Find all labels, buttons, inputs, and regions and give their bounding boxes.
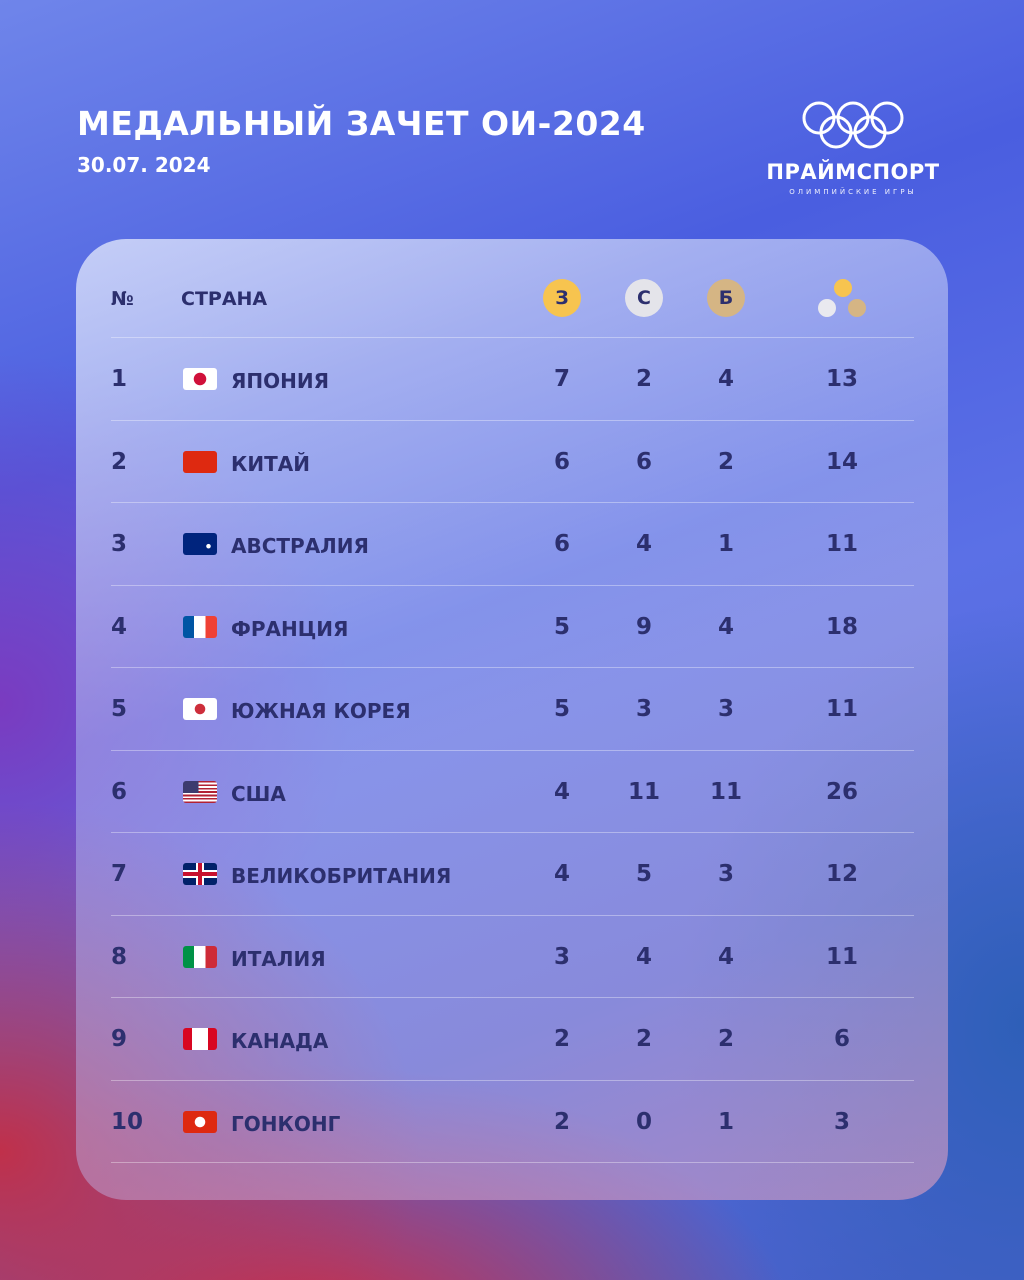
bronze-count: 4 — [717, 613, 734, 640]
rank: 8 — [111, 943, 128, 970]
country-name: КАНАДА — [231, 1029, 329, 1053]
flag-icon — [183, 615, 217, 638]
table-row: 2 КИТАЙ 6 6 2 14 — [111, 419, 914, 503]
bronze-count: 2 — [717, 448, 734, 475]
total-count: 11 — [825, 531, 858, 557]
country-name: КИТАЙ — [231, 451, 310, 476]
total-count: 14 — [825, 448, 858, 475]
gold-count: 2 — [553, 1108, 570, 1135]
gold-count: 5 — [553, 696, 570, 722]
silver-count: 9 — [635, 613, 652, 640]
medals-total-icon — [818, 279, 868, 319]
table-row: 5 ЮЖНАЯ КОРЕЯ 5 3 3 11 — [111, 667, 914, 750]
gold-count: 2 — [553, 1026, 570, 1052]
gold-count: 5 — [553, 613, 570, 640]
table-row: 8 ИТАЛИЯ 3 4 4 11 — [111, 914, 914, 998]
logo: ПРАЙМСПОРТ ОЛИМПИЙСКИЕ ИГРЫ — [756, 100, 950, 196]
silver-count: 6 — [635, 448, 652, 475]
total-count: 12 — [825, 861, 858, 887]
rank: 7 — [111, 861, 128, 887]
bronze-count: 4 — [717, 366, 734, 392]
flag-icon — [183, 368, 217, 390]
flag-icon — [183, 945, 217, 968]
silver-count: 2 — [635, 1026, 652, 1052]
table-row: 1 ЯПОНИЯ 7 2 4 13 — [111, 337, 914, 420]
silver-count: 0 — [635, 1108, 652, 1135]
gold-count: 4 — [553, 861, 570, 887]
medal-table: № СТРАНА З С Б 1 ЯПОНИЯ 7 2 4 13 2 КИТАЙ … — [76, 239, 948, 1200]
rank: 6 — [111, 778, 128, 805]
silver-header: С — [625, 279, 663, 317]
country-name: ИТАЛИЯ — [231, 946, 326, 971]
flag-icon — [183, 1028, 217, 1050]
olympic-rings-icon — [802, 101, 904, 149]
country-name: ЯПОНИЯ — [231, 369, 330, 393]
country-name: ЮЖНАЯ КОРЕЯ — [231, 699, 411, 723]
bronze-count: 1 — [717, 1108, 734, 1135]
rank: 1 — [111, 366, 128, 392]
total-count: 13 — [825, 366, 858, 392]
brand-subtitle: ОЛИМПИЙСКИЕ ИГРЫ — [789, 188, 917, 196]
total-count: 18 — [825, 613, 858, 640]
bronze-count: 1 — [717, 531, 734, 557]
table-row: 4 ФРАНЦИЯ 5 9 4 18 — [111, 584, 914, 668]
flag-icon — [183, 533, 217, 555]
total-count: 6 — [833, 1026, 850, 1052]
date: 30.07. 2024 — [77, 153, 211, 177]
silver-count: 2 — [635, 366, 652, 392]
bronze-count: 2 — [717, 1026, 734, 1052]
flag-icon — [183, 698, 217, 720]
table-row: 6 США 4 11 11 26 — [111, 749, 914, 833]
country-name: АВСТРАЛИЯ — [231, 534, 369, 558]
table-row: 3 АВСТРАЛИЯ 6 4 1 11 — [111, 502, 914, 585]
flag-icon — [183, 780, 217, 803]
gold-count: 6 — [553, 531, 570, 557]
rank: 2 — [111, 448, 128, 475]
bronze-count: 11 — [709, 778, 742, 805]
total-count: 26 — [825, 778, 858, 805]
total-count: 11 — [825, 943, 858, 970]
total-count: 11 — [825, 696, 858, 722]
rank: 5 — [111, 696, 128, 722]
rank: 9 — [111, 1026, 128, 1052]
gold-count: 3 — [553, 943, 570, 970]
bronze-count: 3 — [717, 861, 734, 887]
total-count: 3 — [833, 1108, 850, 1135]
gold-header: З — [543, 279, 581, 317]
table-row: 9 КАНАДА 2 2 2 6 — [111, 997, 914, 1080]
silver-count: 5 — [635, 861, 652, 887]
silver-count: 11 — [627, 778, 660, 805]
page-title: МЕДАЛЬНЫЙ ЗАЧЕТ ОИ-2024 — [77, 104, 646, 143]
country-name: ФРАНЦИЯ — [231, 616, 349, 641]
table-row: 7 ВЕЛИКОБРИТАНИЯ 4 5 3 12 — [111, 832, 914, 915]
country-name: ВЕЛИКОБРИТАНИЯ — [231, 864, 452, 888]
flag-icon — [183, 450, 217, 473]
silver-count: 3 — [635, 696, 652, 722]
bronze-count: 4 — [717, 943, 734, 970]
silver-count: 4 — [635, 943, 652, 970]
bronze-count: 3 — [717, 696, 734, 722]
gold-count: 7 — [553, 366, 570, 392]
table-header: № СТРАНА З С Б — [76, 239, 948, 337]
country-name: США — [231, 781, 286, 806]
bronze-header: Б — [707, 279, 745, 317]
table-row: 10 ГОНКОНГ 2 0 1 3 — [111, 1079, 914, 1163]
country-name: ГОНКОНГ — [231, 1111, 341, 1136]
rank-header: № — [111, 288, 134, 310]
table-body: 1 ЯПОНИЯ 7 2 4 13 2 КИТАЙ 6 6 2 14 3 АВСТР… — [111, 337, 914, 1163]
gold-count: 4 — [553, 778, 570, 805]
brand-name: ПРАЙМСПОРТ — [766, 160, 940, 184]
rank: 10 — [111, 1108, 144, 1135]
flag-icon — [183, 1110, 217, 1133]
flag-icon — [183, 863, 217, 885]
rank: 3 — [111, 531, 128, 557]
rank: 4 — [111, 613, 128, 640]
silver-count: 4 — [635, 531, 652, 557]
country-header: СТРАНА — [181, 288, 268, 310]
gold-count: 6 — [553, 448, 570, 475]
